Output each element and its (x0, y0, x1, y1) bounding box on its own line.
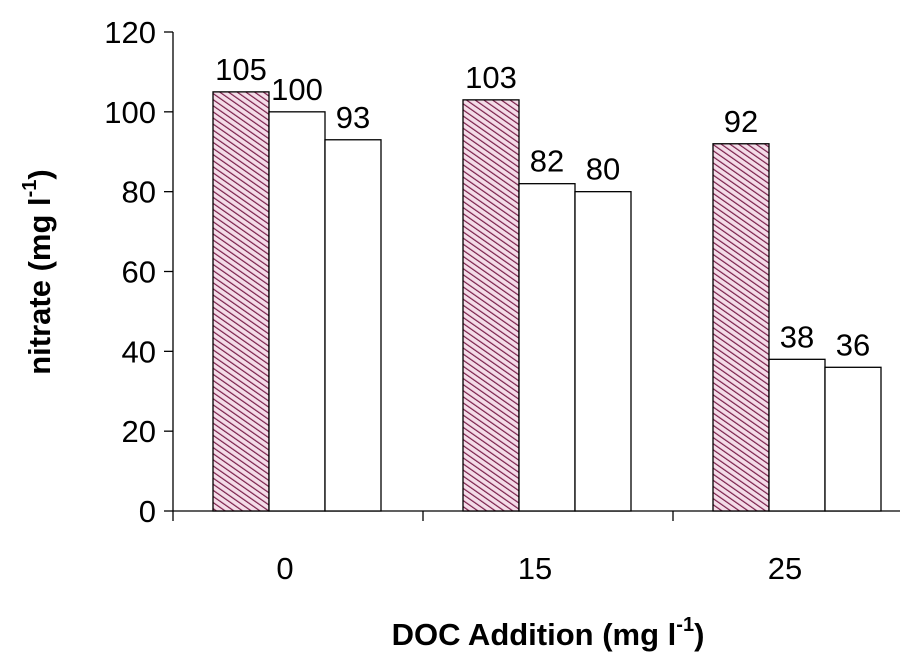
y-tick-label: 80 (122, 175, 156, 210)
x-tick-label: 25 (768, 551, 802, 586)
bar (518, 183, 576, 512)
y-tick-label: 20 (122, 414, 156, 449)
bar (712, 143, 770, 512)
data-label: 38 (780, 319, 814, 354)
bar (824, 366, 882, 512)
x-tick-label: 0 (276, 551, 293, 586)
data-label: 80 (586, 152, 620, 187)
data-label: 105 (215, 52, 267, 87)
bar (768, 358, 826, 512)
x-tick-label: 15 (518, 551, 552, 586)
data-label: 92 (724, 104, 758, 139)
data-label: 36 (836, 327, 870, 362)
y-axis-title: nitrate (mg l-1) (19, 169, 57, 375)
data-label: 103 (465, 60, 517, 95)
y-tick-label: 0 (139, 494, 156, 529)
y-tick-label: 60 (122, 255, 156, 290)
data-label: 82 (530, 144, 564, 179)
data-label: 100 (271, 72, 323, 107)
bar (212, 91, 270, 512)
bar (574, 191, 632, 512)
bar (268, 111, 326, 512)
y-tick-label: 100 (104, 95, 156, 130)
x-axis-title: DOC Addition (mg l-1) (392, 614, 705, 652)
y-tick-label: 120 (104, 15, 156, 50)
y-tick-label: 40 (122, 334, 156, 369)
bar (324, 139, 382, 512)
data-label: 93 (336, 100, 370, 135)
bar (462, 99, 520, 512)
